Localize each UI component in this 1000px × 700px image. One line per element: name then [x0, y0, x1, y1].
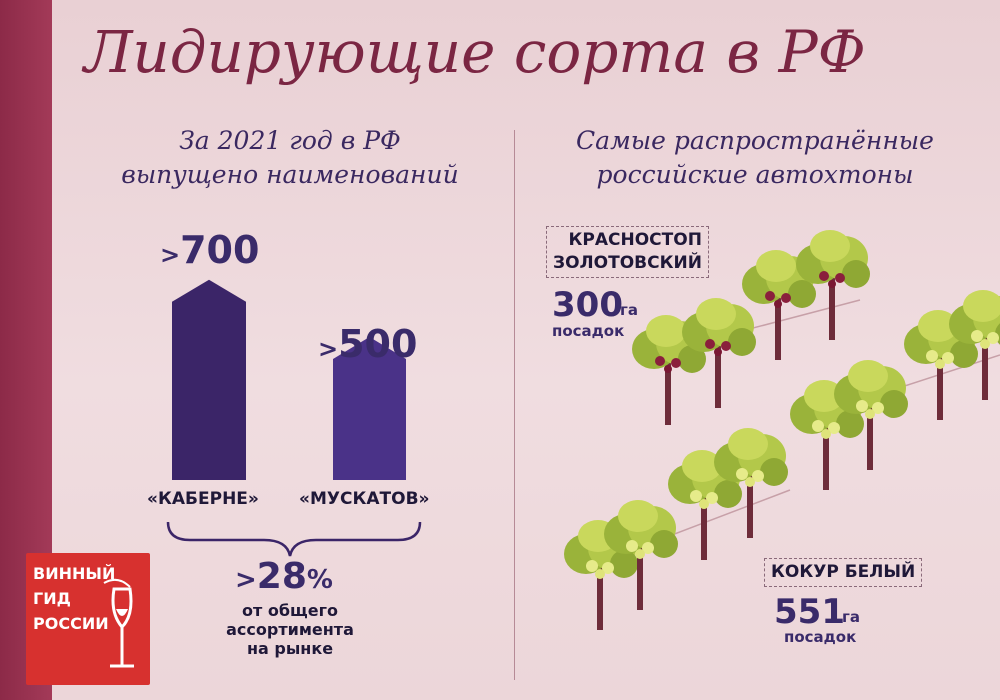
- share-caption-line: ассортимента: [226, 620, 354, 639]
- logo-text: ВИННЫЙ ГИД РОССИИ: [33, 561, 115, 636]
- share-value: >28%: [235, 556, 333, 597]
- hectares-unit: га: [620, 301, 638, 319]
- plantings-label: посадок: [552, 322, 625, 340]
- hectares-kokur: 551: [774, 592, 845, 632]
- brace: [166, 521, 422, 557]
- bar-value-prefix: >: [318, 335, 339, 363]
- left-subheading-line: выпущено наименований: [121, 160, 459, 189]
- variety-name-line: ЗОЛОТОВСКИЙ: [553, 253, 702, 273]
- plantings-label: посадок: [784, 628, 857, 646]
- left-subheading-line: За 2021 год в РФ: [179, 126, 401, 155]
- variety-name-line: КОКУР БЕЛЫЙ: [771, 562, 916, 582]
- right-subheading-line: Самые распространённые: [576, 126, 934, 155]
- variety-name-line: КРАСНОСТОП: [568, 230, 702, 250]
- hectares-krasnostop: 300: [552, 285, 623, 325]
- wine-glass-icon: [103, 578, 134, 668]
- logo-line: РОССИИ: [33, 614, 109, 633]
- share-suffix: %: [306, 565, 333, 595]
- bar-value-cabernet: >700: [160, 228, 259, 272]
- bar-muscat: [333, 337, 406, 480]
- hectares-unit: га: [842, 608, 860, 626]
- share-prefix: >: [235, 565, 257, 595]
- right-subheading-line: российские автохтоны: [596, 160, 914, 189]
- bar-value-muscat: >500: [318, 322, 417, 366]
- variety-name-kokur: КОКУР БЕЛЫЙ: [764, 558, 923, 587]
- bar-value-prefix: >: [160, 241, 181, 269]
- right-subheading: Самые распространённые российские автохт…: [530, 124, 980, 192]
- page-title: Лидирующие сорта в РФ: [84, 18, 866, 86]
- share-number: 28: [256, 556, 307, 597]
- share-caption-line: от общего: [242, 601, 338, 620]
- variety-name-krasnostop: КРАСНОСТОП ЗОЛОТОВСКИЙ: [546, 226, 709, 278]
- bar-value-number: 500: [338, 322, 418, 366]
- logo-line: ВИННЫЙ: [33, 564, 116, 583]
- share-caption-line: на рынке: [246, 639, 334, 658]
- bar-value-number: 700: [180, 228, 260, 272]
- share-caption: от общего ассортимента на рынке: [190, 601, 390, 658]
- bar-label-cabernet: «КАБЕРНЕ»: [147, 489, 259, 509]
- logo-line: ГИД: [33, 589, 71, 608]
- bar-cabernet: [172, 279, 246, 480]
- column-divider: [514, 130, 515, 680]
- left-subheading: За 2021 год в РФ выпущено наименований: [70, 124, 510, 192]
- logo: ВИННЫЙ ГИД РОССИИ: [26, 553, 150, 685]
- bar-label-muscat: «МУСКАТОВ»: [299, 489, 430, 509]
